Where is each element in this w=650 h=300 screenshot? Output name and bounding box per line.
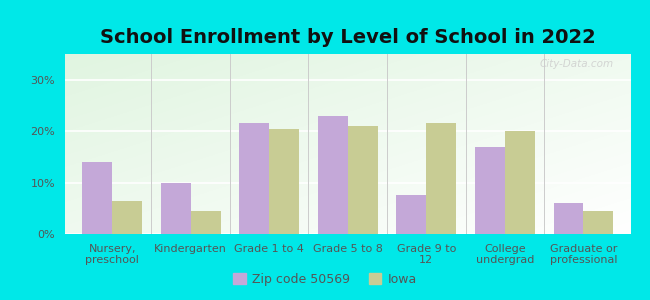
Bar bbox=[475, 147, 505, 234]
Bar bbox=[190, 211, 220, 234]
Bar bbox=[348, 126, 378, 234]
Bar bbox=[396, 195, 426, 234]
Bar bbox=[505, 131, 535, 234]
Title: School Enrollment by Level of School in 2022: School Enrollment by Level of School in … bbox=[100, 28, 595, 47]
Bar bbox=[112, 201, 142, 234]
Bar bbox=[239, 123, 269, 234]
Bar bbox=[584, 211, 613, 234]
Bar bbox=[161, 183, 190, 234]
Text: City-Data.com: City-Data.com bbox=[540, 59, 614, 69]
Bar bbox=[269, 129, 299, 234]
Legend: Zip code 50569, Iowa: Zip code 50569, Iowa bbox=[228, 268, 422, 291]
Bar bbox=[318, 116, 348, 234]
Bar bbox=[83, 162, 112, 234]
Bar bbox=[426, 123, 456, 234]
Bar bbox=[554, 203, 584, 234]
